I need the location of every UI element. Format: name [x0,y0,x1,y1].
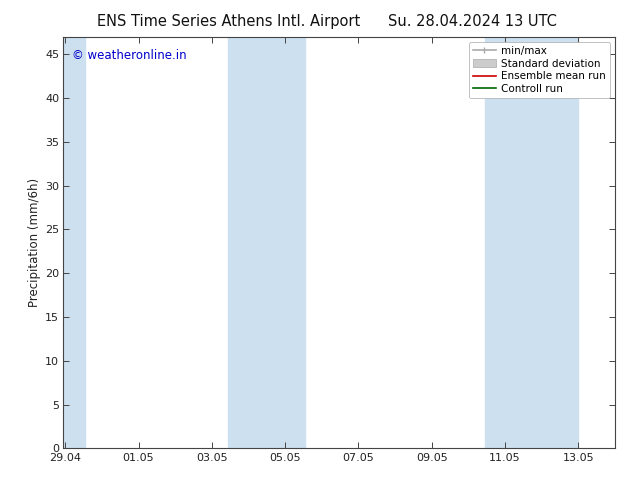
Text: © weatheronline.in: © weatheronline.in [72,49,186,62]
Legend: min/max, Standard deviation, Ensemble mean run, Controll run: min/max, Standard deviation, Ensemble me… [469,42,610,98]
Bar [485,37,578,448]
Bar [228,37,306,448]
Text: Su. 28.04.2024 13 UTC: Su. 28.04.2024 13 UTC [388,14,557,29]
Bar [63,37,86,448]
Y-axis label: Precipitation (mm/6h): Precipitation (mm/6h) [28,178,41,307]
Text: ENS Time Series Athens Intl. Airport: ENS Time Series Athens Intl. Airport [96,14,360,29]
